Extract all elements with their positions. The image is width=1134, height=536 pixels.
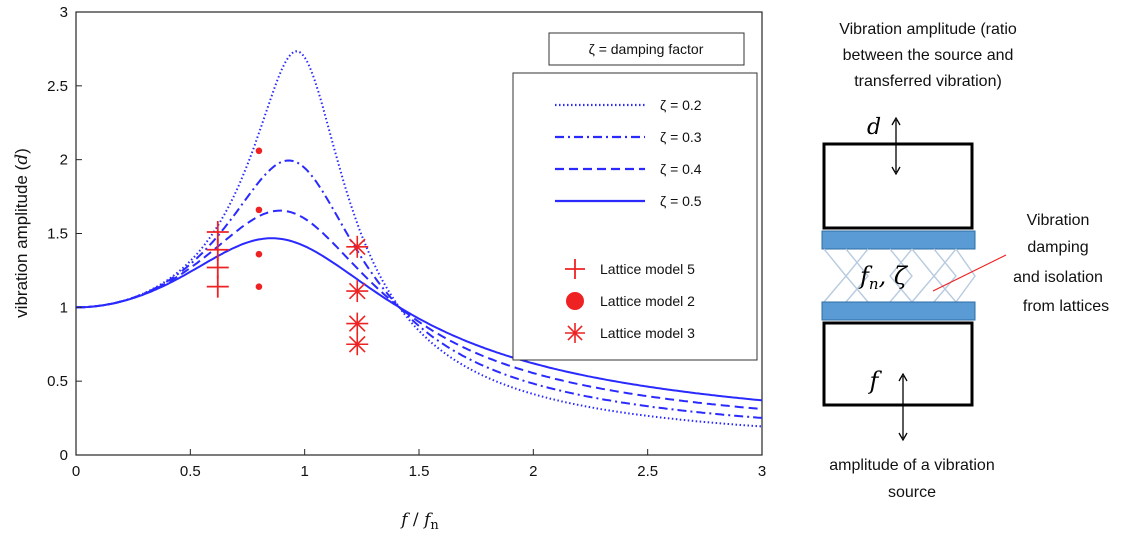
legend-line-label: ζ = 0.5	[660, 193, 702, 209]
top-block	[822, 142, 974, 230]
bottom-amplitude-arrow	[898, 372, 908, 442]
bottom-caption-line-2: source	[888, 484, 936, 501]
diagram-title-line-1: Vibration amplitude (ratio	[839, 21, 1017, 38]
legend-marker-label: Lattice model 5	[600, 261, 695, 277]
marker-plus	[206, 275, 229, 298]
y-tick-label: 1	[60, 299, 68, 316]
marker-asterisk	[346, 235, 369, 258]
legend-line-label: ζ = 0.2	[660, 97, 702, 113]
x-tick-label: 2.5	[637, 463, 658, 480]
series-line	[76, 209, 763, 410]
marker-dot	[566, 292, 584, 310]
side-label-line-3: and isolation	[1013, 269, 1103, 286]
legend-line-label: ζ = 0.3	[660, 129, 702, 145]
x-tick-label: 1.5	[409, 463, 430, 480]
y-tick-label: 0.5	[47, 373, 68, 390]
chart: 0 0.5 1 1.5 2 2.5 3 0 0.5 1 1.5 2 2.5 3 f / fn vibra…	[12, 4, 766, 533]
marker-plus	[206, 221, 229, 244]
x-tick-label: 0.5	[180, 463, 201, 480]
legend: ζ = 0.2 ζ = 0.3 ζ = 0.4 ζ = 0.5 Lattice mod…	[512, 72, 758, 361]
marker-dot	[255, 206, 263, 214]
legend-markers: Lattice model 5 Lattice model 2 Lattice mo…	[565, 259, 695, 343]
marker-asterisk	[565, 323, 585, 343]
series-layer	[76, 50, 763, 428]
lattice-structure	[823, 248, 976, 303]
y-tick-label: 2	[60, 152, 68, 169]
side-label-line-2: damping	[1027, 239, 1088, 256]
marker-dot	[255, 283, 263, 290]
y-tick-label: 3	[60, 4, 68, 21]
diagram-title-line-2: between the source and	[843, 47, 1014, 64]
x-axis-label: f / fn	[399, 510, 439, 533]
legend-title: ζ = damping factor	[589, 41, 704, 57]
y-tick-label: 0	[60, 447, 68, 464]
top-symbol: d	[867, 115, 881, 140]
legend-lines: ζ = 0.2 ζ = 0.3 ζ = 0.4 ζ = 0.5	[555, 97, 702, 209]
x-tick-label: 2	[529, 463, 537, 480]
x-axis-ticks: 0 0.5 1 1.5 2 2.5 3	[72, 449, 766, 480]
marker-asterisk	[346, 312, 369, 335]
marker-dot	[255, 147, 263, 155]
y-axis-ticks: 0 0.5 1 1.5 2 2.5 3	[47, 4, 82, 464]
y-tick-label: 2.5	[47, 78, 68, 95]
isolation-diagram: Vibration amplitude (ratio between the s…	[821, 21, 1109, 501]
y-tick-label: 1.5	[47, 226, 68, 243]
marker-dot	[255, 250, 263, 258]
marker-asterisk	[346, 333, 369, 356]
legend-marker-label: Lattice model 2	[600, 293, 695, 309]
bottom-block	[822, 321, 974, 407]
series-line	[76, 159, 763, 419]
marker-asterisk	[346, 280, 369, 303]
side-label-line-4: from lattices	[1023, 298, 1109, 315]
callout-line	[932, 254, 1007, 292]
lower-damping-plate	[821, 301, 976, 321]
x-tick-label: 3	[758, 463, 766, 480]
series-line	[76, 237, 763, 402]
legend-marker-label: Lattice model 3	[600, 325, 695, 341]
legend-line-label: ζ = 0.4	[660, 161, 702, 177]
diagram-title-line-3: transferred vibration)	[854, 73, 1002, 90]
y-axis-label: vibration amplitude (d)	[12, 148, 32, 318]
bottom-caption-line-1: amplitude of a vibration	[829, 457, 994, 474]
upper-damping-plate	[821, 230, 976, 250]
top-amplitude-arrow	[891, 116, 901, 176]
marker-layer	[206, 147, 369, 356]
side-label-line-1: Vibration	[1027, 212, 1090, 229]
marker-plus	[565, 259, 585, 279]
natural-frequency-label: fn, ζ	[858, 262, 909, 293]
x-tick-label: 0	[72, 463, 80, 480]
legend-title-box: ζ = damping factor	[548, 32, 745, 66]
x-tick-label: 1	[300, 463, 308, 480]
